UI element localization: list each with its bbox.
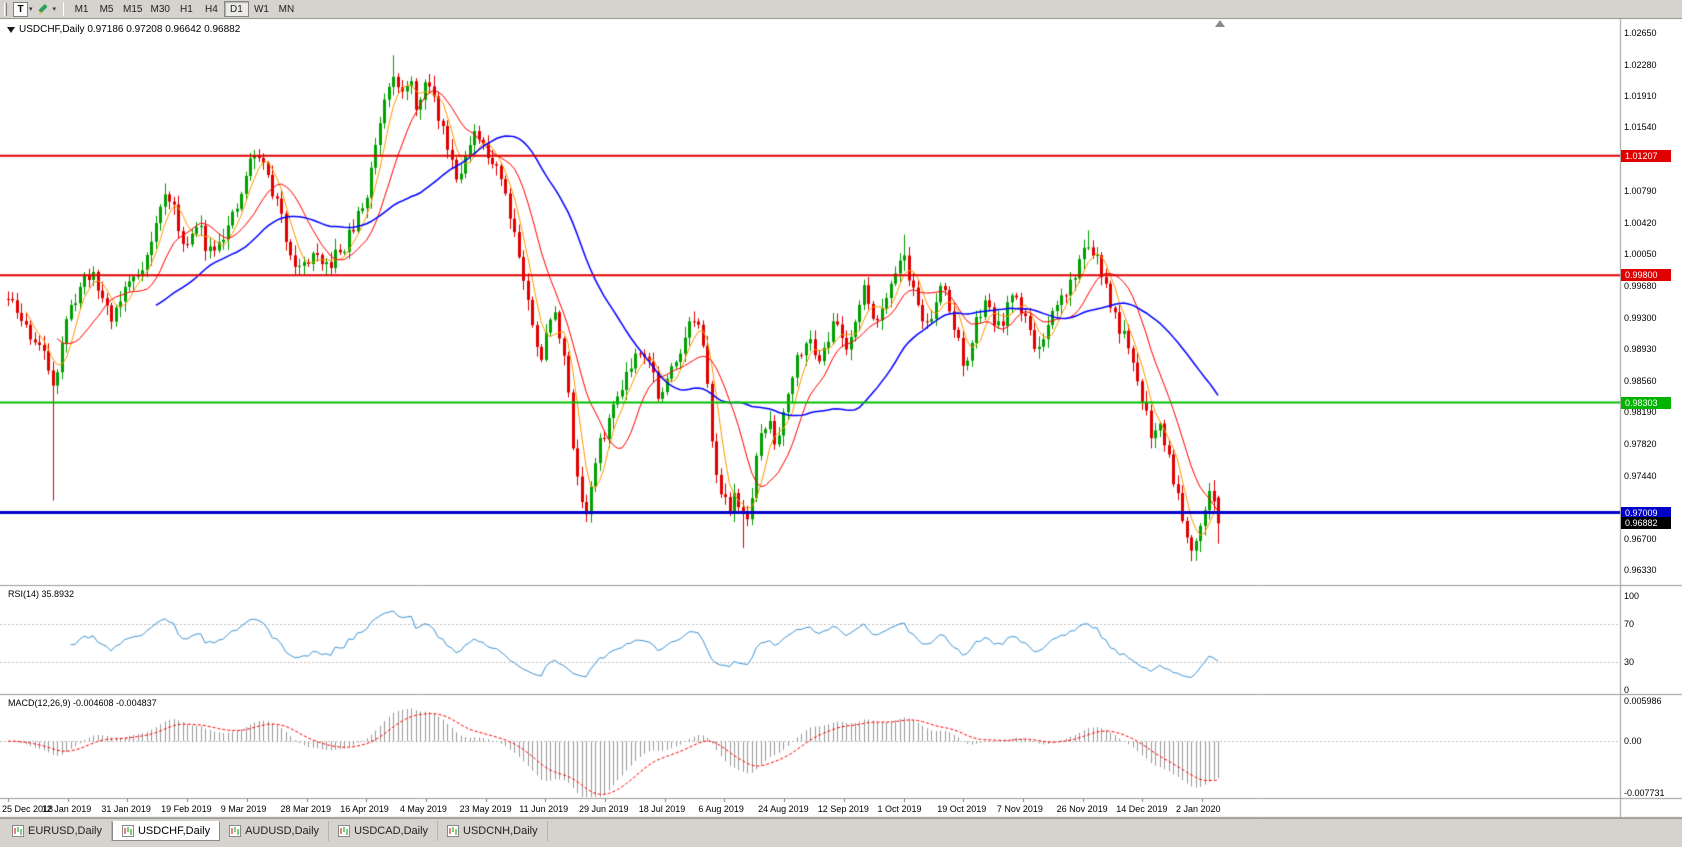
tab-usdchf-daily[interactable]: USDCHF,Daily xyxy=(111,821,221,841)
chart-title-text: USDCHF,Daily 0.97186 0.97208 0.96642 0.9… xyxy=(19,24,241,35)
timeframe-m15-button[interactable]: M15 xyxy=(119,1,146,17)
toolbar-separator xyxy=(63,2,65,16)
rsi-indicator-label: RSI(14) 35.8932 xyxy=(8,589,75,599)
timeframe-w1-button[interactable]: W1 xyxy=(249,1,274,17)
text-tool-button[interactable]: T ▾ xyxy=(11,1,35,18)
timeframe-mn-button[interactable]: MN xyxy=(274,1,299,17)
timeframe-m30-button[interactable]: M30 xyxy=(146,1,173,17)
tab-usdcnh-daily[interactable]: USDCNH,Daily xyxy=(438,821,548,841)
crayon-icon xyxy=(38,3,47,14)
tab-label: EURUSD,Daily xyxy=(28,825,102,837)
chart-tab-icon xyxy=(229,825,242,837)
dropdown-arrow-icon: ▾ xyxy=(52,6,57,13)
tab-label: USDCAD,Daily xyxy=(354,825,429,837)
chart-tab-icon xyxy=(338,825,351,837)
crayon-tool-button[interactable]: ▾ xyxy=(35,1,59,18)
dropdown-arrow-icon: ▾ xyxy=(29,6,33,13)
timeframe-h1-button[interactable]: H1 xyxy=(174,1,199,17)
toolbar-grip[interactable] xyxy=(4,2,7,16)
timeframe-d1-button[interactable]: D1 xyxy=(223,1,249,17)
tab-label: USDCHF,Daily xyxy=(137,825,211,837)
timeframe-m5-button[interactable]: M5 xyxy=(94,1,119,17)
chart-tab-icon xyxy=(447,825,460,837)
chart-tab-icon xyxy=(121,825,134,837)
tab-usdcad-daily[interactable]: USDCAD,Daily xyxy=(329,821,439,841)
chart-title: USDCHF,Daily 0.97186 0.97208 0.96642 0.9… xyxy=(7,24,240,35)
tab-label: AUDUSD,Daily xyxy=(245,825,320,837)
tab-label: USDCNH,Daily xyxy=(463,825,538,837)
timeframe-h4-button[interactable]: H4 xyxy=(199,1,224,17)
chart-tab-icon xyxy=(12,825,24,837)
tab-audusd-daily[interactable]: AUDUSD,Daily xyxy=(220,821,330,841)
main-toolbar: T ▾ ▾ M1 M5 M15 M30 H1 H4 D1 W1 MN xyxy=(0,0,1682,19)
chart-tab-bar: EURUSD,Daily USDCHF,Daily AUDUSD,Daily U… xyxy=(0,818,1682,847)
chart-shift-marker[interactable] xyxy=(1215,20,1225,27)
one-click-trading-arrow[interactable] xyxy=(7,26,15,33)
timeframe-m1-button[interactable]: M1 xyxy=(69,1,94,17)
tab-eurusd-daily[interactable]: EURUSD,Daily xyxy=(3,821,112,841)
text-tool-icon: T xyxy=(13,1,28,17)
macd-indicator-label: MACD(12,26,9) -0.004608 -0.004837 xyxy=(8,698,157,708)
